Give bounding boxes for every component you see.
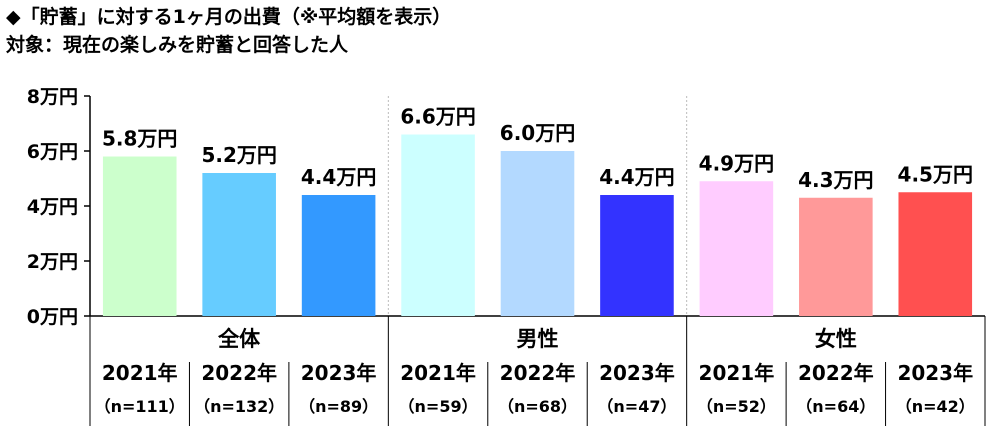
year-label: 2021年 xyxy=(699,361,775,385)
group-label: 女性 xyxy=(815,327,857,351)
y-tick-label: 8万円 xyxy=(27,86,78,108)
y-tick-label: 4万円 xyxy=(27,196,78,218)
chart-title: ◆「貯蓄」に対する1ヶ月の出費（※平均額を表示） xyxy=(6,6,452,28)
data-label: 5.8万円 xyxy=(102,127,177,151)
bar xyxy=(301,195,376,316)
year-label: 2022年 xyxy=(201,361,277,385)
year-label: 2021年 xyxy=(102,361,178,385)
sample-size-label: （n=64） xyxy=(796,397,875,416)
year-label: 2022年 xyxy=(798,361,874,385)
bar xyxy=(799,197,873,316)
year-label: 2021年 xyxy=(400,361,476,385)
data-label: 4.4万円 xyxy=(599,165,674,189)
data-label: 4.5万円 xyxy=(898,162,973,186)
year-label: 2022年 xyxy=(500,361,576,385)
sample-size-label: （n=42） xyxy=(896,397,975,416)
sample-size-label: （n=52） xyxy=(697,397,776,416)
bar xyxy=(500,151,575,316)
bar xyxy=(102,156,177,316)
year-label: 2023年 xyxy=(897,361,973,385)
data-label: 6.0万円 xyxy=(500,121,575,145)
bar xyxy=(699,181,774,316)
bar xyxy=(202,173,276,316)
y-tick-label: 6万円 xyxy=(27,141,78,163)
data-label: 4.3万円 xyxy=(798,168,873,192)
sample-size-label: （n=47） xyxy=(597,397,676,416)
bar xyxy=(401,134,475,316)
data-label: 5.2万円 xyxy=(201,143,276,167)
data-label: 4.4万円 xyxy=(301,165,376,189)
data-label: 4.9万円 xyxy=(699,151,774,175)
bar xyxy=(898,192,973,316)
group-label: 男性 xyxy=(517,327,559,351)
sample-size-label: （n=89） xyxy=(299,397,378,416)
sample-size-label: （n=132） xyxy=(194,397,284,416)
y-tick-label: 0万円 xyxy=(27,306,78,328)
sample-size-label: （n=68） xyxy=(498,397,577,416)
y-tick-label: 2万円 xyxy=(27,251,78,273)
sample-size-label: （n=59） xyxy=(399,397,478,416)
chart-subtitle: 対象：現在の楽しみを貯蓄と回答した人 xyxy=(6,34,349,56)
year-label: 2023年 xyxy=(599,361,675,385)
sample-size-label: （n=111） xyxy=(95,397,185,416)
group-label: 全体 xyxy=(217,327,261,351)
year-label: 2023年 xyxy=(301,361,377,385)
data-label: 6.6万円 xyxy=(400,105,475,129)
bar xyxy=(600,195,674,316)
